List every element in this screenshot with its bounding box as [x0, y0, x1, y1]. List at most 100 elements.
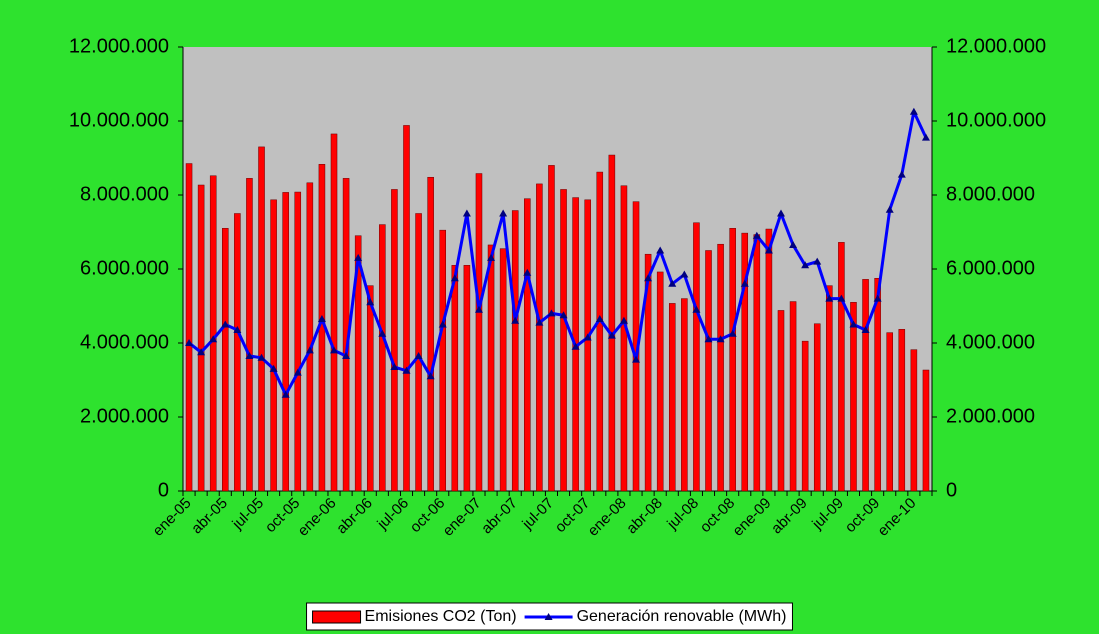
bar	[511, 210, 519, 492]
line-marker	[523, 268, 532, 276]
line-marker	[233, 326, 242, 334]
line-marker	[559, 311, 568, 319]
line-marker	[438, 320, 447, 328]
line-marker	[474, 305, 483, 313]
bar	[548, 165, 555, 492]
line-marker	[499, 209, 508, 217]
bar	[801, 340, 809, 492]
line-marker	[921, 133, 930, 141]
line-marker	[511, 316, 520, 324]
line-marker	[583, 333, 592, 341]
bar	[403, 125, 410, 492]
line-marker	[873, 294, 882, 302]
bar	[354, 235, 362, 492]
line-marker	[197, 348, 206, 356]
y-tick-label: 12.000.000	[69, 35, 169, 57]
line-marker	[269, 364, 278, 372]
line-marker	[354, 253, 363, 261]
bar	[379, 224, 386, 492]
bar	[185, 163, 193, 492]
y2-tick-label: 6.000.000	[946, 257, 1035, 279]
bar	[439, 229, 447, 492]
bar	[463, 265, 471, 492]
bar	[246, 178, 253, 492]
line-marker	[595, 314, 604, 322]
bar	[838, 242, 845, 492]
bar	[222, 228, 229, 492]
bar	[294, 191, 302, 492]
bar	[282, 192, 289, 492]
y-tick-label: 8.000.000	[80, 183, 169, 205]
line-marker	[462, 209, 471, 217]
line-marker	[547, 309, 556, 317]
line-marker	[752, 231, 761, 239]
line-marker	[716, 335, 725, 343]
line-marker	[571, 342, 580, 350]
bar	[644, 253, 652, 492]
y2-tick-label: 2.000.000	[946, 405, 1035, 427]
bar	[886, 332, 893, 492]
line-marker	[680, 270, 689, 278]
line-marker	[378, 329, 387, 337]
line-marker	[692, 305, 701, 313]
line-marker	[535, 318, 544, 326]
legend-label: Emisiones CO2 (Ton)	[365, 608, 517, 625]
bar	[487, 244, 495, 492]
bar	[850, 302, 857, 492]
line-marker	[366, 298, 375, 306]
bar	[197, 184, 205, 492]
legend-marker	[544, 613, 553, 620]
bar	[862, 279, 869, 492]
line-marker	[257, 353, 266, 361]
line-marker	[607, 331, 616, 339]
line-marker	[897, 170, 906, 178]
line	[188, 110, 928, 397]
bar	[330, 133, 338, 492]
y-tick-label: 4.000.000	[80, 331, 169, 353]
bar	[451, 265, 459, 492]
bar	[258, 146, 265, 492]
y-tick-label: 10.000.000	[69, 109, 169, 131]
bar	[681, 298, 688, 492]
bar	[898, 329, 906, 492]
y2-tick-label: 0	[946, 479, 957, 501]
bar	[874, 278, 881, 492]
bar	[427, 176, 434, 492]
bar	[717, 243, 724, 492]
y-tick-label: 6.000.000	[80, 257, 169, 279]
bar	[789, 301, 797, 492]
line-marker	[813, 257, 822, 265]
line-marker	[619, 316, 628, 324]
line-marker	[293, 368, 302, 376]
bar	[777, 310, 785, 492]
bar	[813, 323, 821, 492]
legend-item: Emisiones CO2 (Ton)	[312, 608, 517, 625]
legend-label: Generación renovable (MWh)	[577, 608, 787, 625]
line-marker	[317, 314, 326, 322]
bar	[596, 171, 604, 492]
line-marker	[837, 294, 846, 302]
bar	[620, 185, 628, 492]
line-marker	[885, 205, 894, 213]
line-marker	[414, 351, 423, 359]
bar	[693, 222, 700, 492]
line-marker	[209, 335, 218, 343]
line-marker	[801, 261, 810, 269]
bar	[499, 248, 507, 492]
line-marker	[426, 372, 435, 380]
bar	[475, 173, 483, 492]
line-marker	[402, 366, 411, 374]
y2-tick-label: 10.000.000	[946, 109, 1046, 131]
line-marker	[776, 209, 785, 217]
line-marker	[245, 351, 254, 359]
line-marker	[281, 390, 290, 398]
line-marker	[450, 274, 459, 282]
line-marker	[861, 326, 870, 334]
bar	[306, 182, 314, 492]
bar	[560, 189, 567, 492]
bar	[826, 285, 833, 492]
bar	[656, 271, 664, 492]
line-marker	[704, 335, 713, 343]
